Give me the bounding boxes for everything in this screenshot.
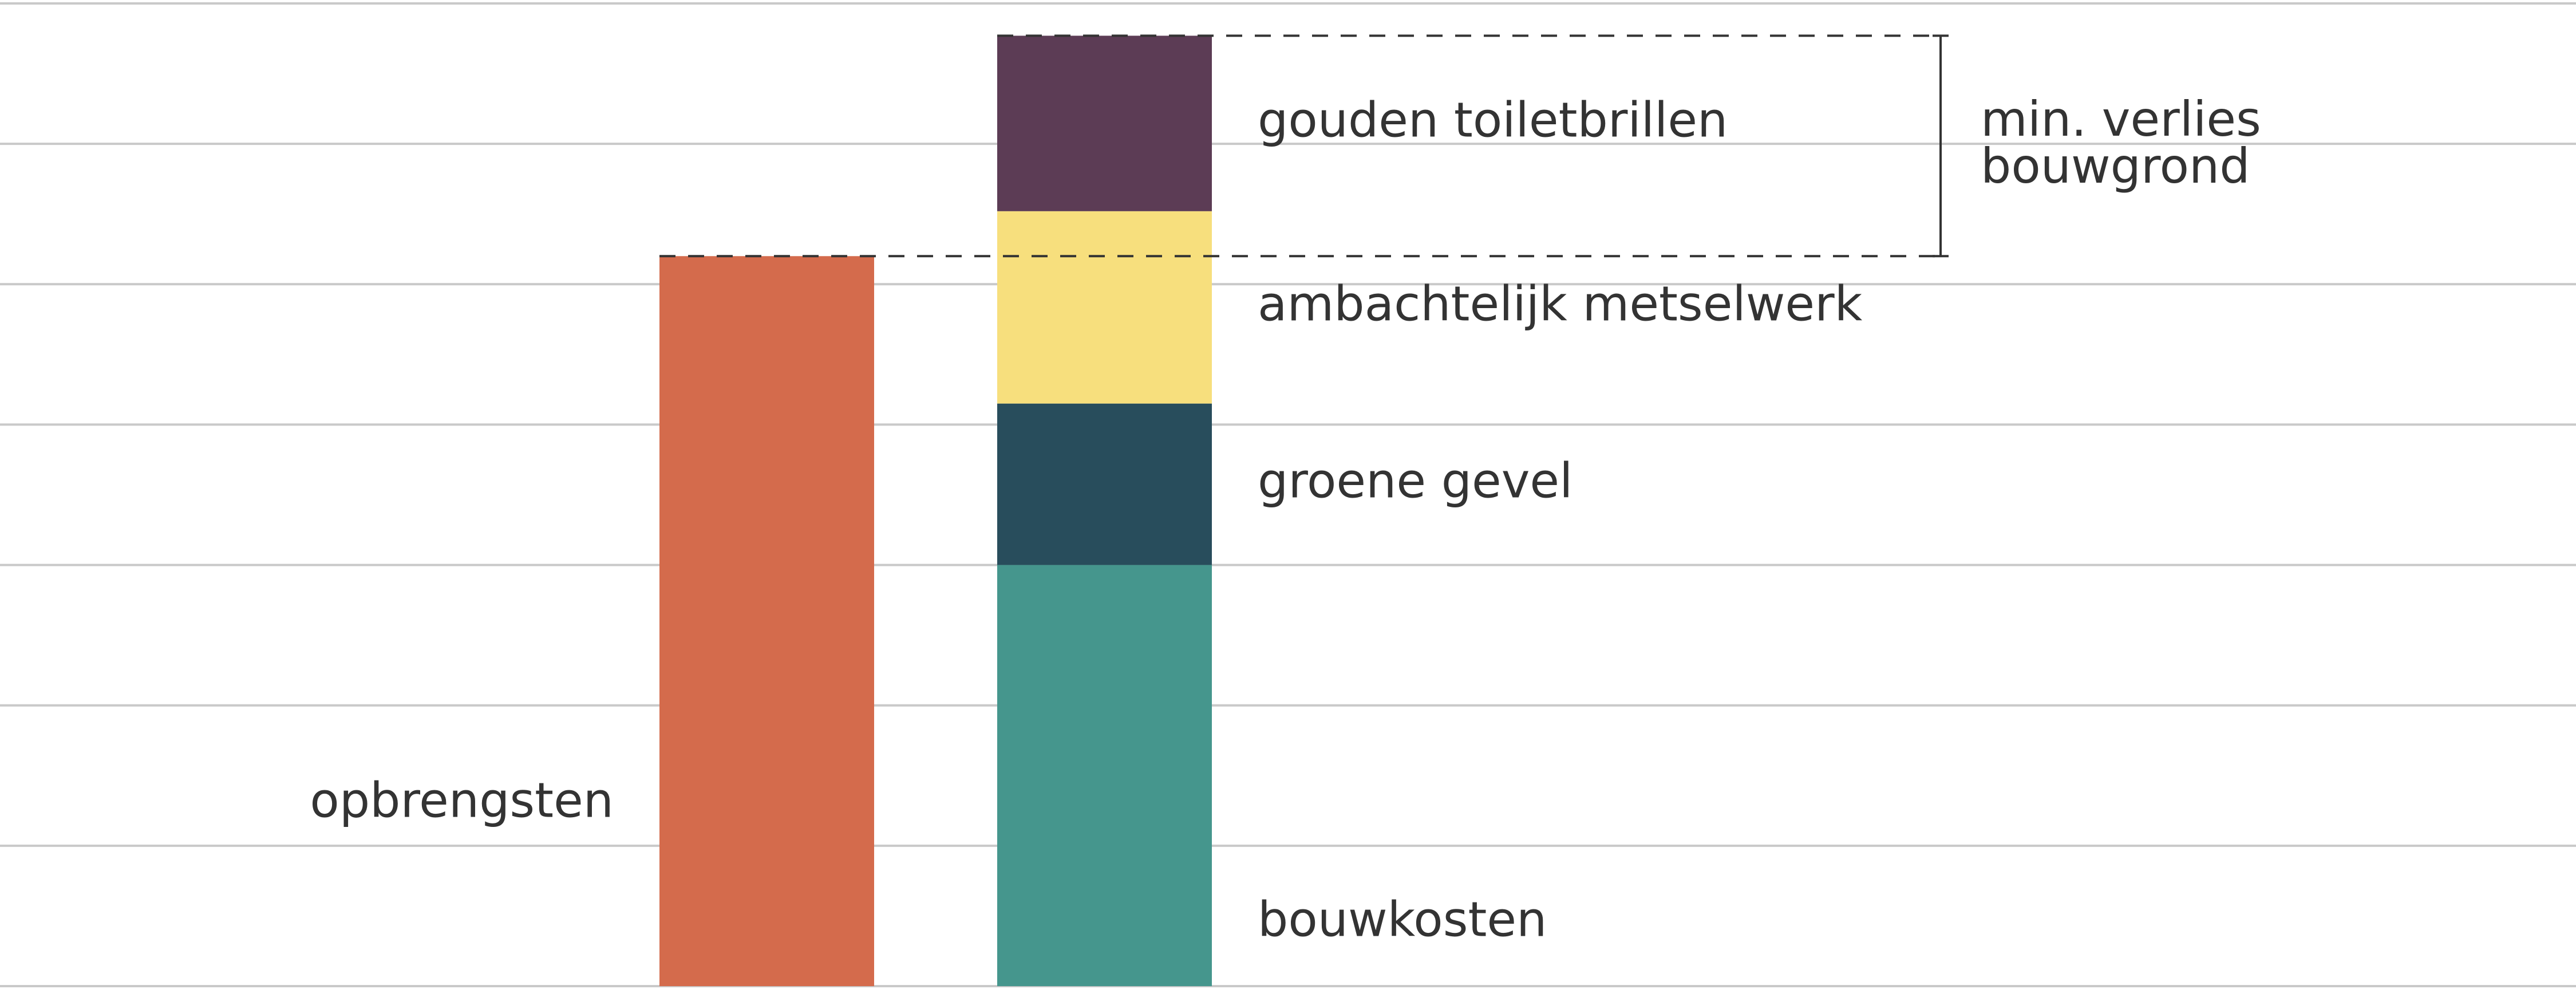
bar-segment-opbrengsten xyxy=(659,256,874,987)
bar-segment-groene-gevel xyxy=(997,403,1212,565)
segment-label: bouwkosten xyxy=(1258,892,1547,948)
annotation-label: bouwgrond xyxy=(1981,138,2250,194)
bar-label: opbrengsten xyxy=(310,772,614,828)
segment-label: groene gevel xyxy=(1258,453,1573,509)
bars xyxy=(659,36,1212,987)
bar-segment-ambachtelijk-metselwerk xyxy=(997,211,1212,404)
bar-segment-bouwkosten xyxy=(997,565,1212,986)
annotation-label: min. verlies xyxy=(1981,91,2261,147)
bar-segment-gouden-toiletbrillen xyxy=(997,36,1212,211)
segment-label: gouden toiletbrillen xyxy=(1258,92,1728,148)
segment-labels: opbrengsten bouwkosten groene gevel ambacht… xyxy=(310,92,1862,948)
segment-label: ambachtelijk metselwerk xyxy=(1258,276,1863,332)
